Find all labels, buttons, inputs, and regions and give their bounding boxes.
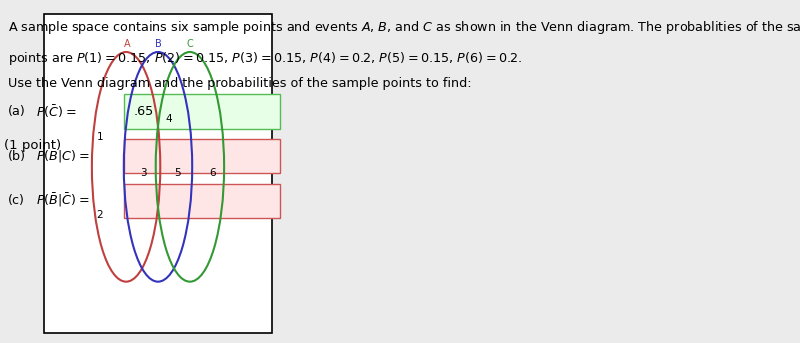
- Text: 6: 6: [210, 168, 216, 178]
- Text: B: B: [154, 39, 162, 49]
- Text: Use the Venn diagram and the probabilities of the sample points to find:: Use the Venn diagram and the probabiliti…: [8, 77, 472, 90]
- Text: (1 point): (1 point): [4, 139, 61, 152]
- Text: $P(\bar{B}|\bar{C}) =$: $P(\bar{B}|\bar{C}) =$: [36, 192, 90, 210]
- FancyBboxPatch shape: [44, 14, 272, 333]
- Text: (b): (b): [8, 150, 26, 163]
- FancyBboxPatch shape: [124, 139, 280, 173]
- FancyBboxPatch shape: [124, 184, 280, 218]
- FancyBboxPatch shape: [124, 94, 280, 129]
- Text: 1: 1: [97, 131, 103, 142]
- Text: A sample space contains six sample points and events $A$, $B$, and $C$ as shown : A sample space contains six sample point…: [8, 19, 800, 36]
- Text: $P(\bar{C}) =$: $P(\bar{C}) =$: [36, 103, 76, 120]
- Text: 2: 2: [97, 210, 103, 220]
- Text: 4: 4: [165, 114, 171, 124]
- Text: $P(B|C) =$: $P(B|C) =$: [36, 148, 90, 164]
- Text: A: A: [124, 39, 130, 49]
- Text: points are $P(1) = 0.15$, $P(2) = 0.15$, $P(3) = 0.15$, $P(4) = 0.2$, $P(5) = 0.: points are $P(1) = 0.15$, $P(2) = 0.15$,…: [8, 50, 522, 67]
- Text: 3: 3: [140, 168, 146, 178]
- Text: .65: .65: [134, 105, 154, 118]
- Text: (a): (a): [8, 105, 26, 118]
- Text: (c): (c): [8, 194, 25, 207]
- Text: C: C: [186, 39, 194, 49]
- Text: 5: 5: [174, 168, 181, 178]
